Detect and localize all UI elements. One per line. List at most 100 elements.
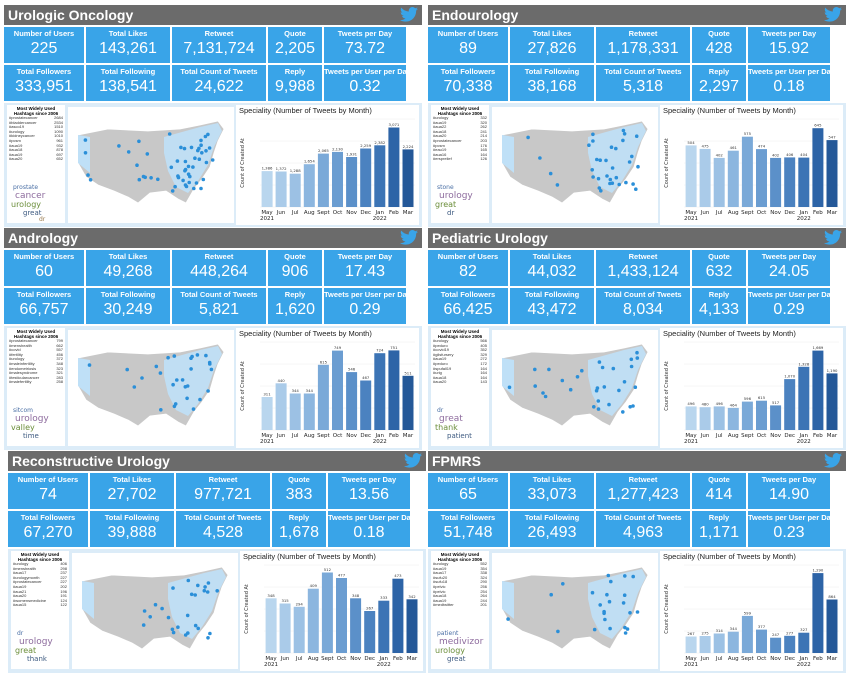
bar xyxy=(378,600,390,653)
bar-value-label: 467 xyxy=(362,375,370,380)
x-tick-label: May xyxy=(265,656,277,662)
user-location-dot xyxy=(215,589,219,593)
hashtag-row: #bladdercancer 2534 xyxy=(7,119,65,126)
x-tick-label: Jan xyxy=(799,210,809,216)
word-cloud-word: urology xyxy=(11,200,41,209)
hashtag-name: #covid xyxy=(9,347,21,353)
user-location-dot xyxy=(191,407,196,411)
bar xyxy=(756,149,767,207)
panel-header: FPMRS xyxy=(428,451,846,471)
x-tick-label: Mar xyxy=(403,210,414,216)
panel-title: Endourology xyxy=(432,7,519,23)
us-map xyxy=(72,553,238,669)
stat-value: 1,178,331 xyxy=(607,40,679,57)
bar-value-label: 402 xyxy=(716,152,724,157)
stat-label: Total Likes xyxy=(108,252,148,261)
twitter-bird-icon xyxy=(400,7,418,22)
hashtag-row: #asco19 1510 xyxy=(7,125,65,130)
hashtag-name: #urology xyxy=(13,561,29,566)
stat-value: 38,168 xyxy=(527,78,577,95)
x-tick-label: Jul xyxy=(295,656,303,662)
hashtag-count: 214 xyxy=(480,133,487,139)
year-label-2022: 2022 xyxy=(797,662,811,668)
hashtag-row: #aua18 264 xyxy=(431,594,489,599)
stat-value: 82 xyxy=(459,263,477,280)
stat-retweet: Retweet 1,277,423 xyxy=(596,473,690,509)
panel-title: Reconstructive Urology xyxy=(12,453,170,469)
user-location-dot xyxy=(175,378,179,382)
stat-label: Quote xyxy=(708,252,730,261)
stat-value: 0.29 xyxy=(349,301,381,318)
bar xyxy=(261,397,273,430)
bar-value-label: 547 xyxy=(828,135,836,140)
user-location-dot xyxy=(137,177,142,182)
user-location-dot xyxy=(200,151,204,155)
bar-value-label: 475 xyxy=(701,143,709,148)
hashtag-row: #womensmedicine 124 xyxy=(11,598,69,604)
hashtag-count: 406 xyxy=(60,561,67,566)
x-tick-label: Jul xyxy=(291,433,299,439)
bar xyxy=(388,350,400,430)
user-location-dot xyxy=(125,367,129,372)
hashtag-name: #aua20 xyxy=(433,133,447,139)
hashtag-count: 176 xyxy=(480,142,487,148)
bar-value-label: 477 xyxy=(338,573,346,578)
hashtag-row: #aua19 354 xyxy=(431,566,489,572)
user-location-dot xyxy=(549,592,553,597)
x-tick-label: Sept xyxy=(317,210,330,216)
x-tick-label: Jun xyxy=(700,656,710,662)
stat-quote: Quote 428 xyxy=(692,27,746,63)
hashtag-row: #pcsm 961 xyxy=(7,137,65,144)
bar-value-label: 377 xyxy=(758,624,766,629)
bar xyxy=(289,393,301,430)
user-location-dot xyxy=(590,590,595,595)
stat-value: 7,131,724 xyxy=(183,40,255,57)
x-tick-label: May xyxy=(261,210,273,216)
word-cloud-word: sitcom xyxy=(13,407,33,414)
hashtag-row: #urologymonth 227 xyxy=(11,575,69,581)
hashtag-row: #malesyndrome 321 xyxy=(7,371,65,376)
stat-label: Total Following xyxy=(524,290,580,299)
hashtag-count: 290 xyxy=(480,579,487,585)
stat-tpd: Tweets per Day 17.43 xyxy=(324,250,406,286)
stat-value: 9,988 xyxy=(274,78,316,95)
user-location-dot xyxy=(622,380,627,384)
stat-count: Total Count of Tweets 4,528 xyxy=(176,511,270,547)
hashtag-name: #aua19 xyxy=(433,356,447,362)
hashtag-row: #pcsm 176 xyxy=(431,142,489,149)
user-location-dot xyxy=(180,378,185,382)
hashtag-row: #aua18 164 xyxy=(431,375,489,381)
stat-label: Total Likes xyxy=(532,475,572,484)
hashtag-count: 2534 xyxy=(54,119,63,125)
stats-grid: Number of Users 74 Total Likes 27,702 Retwee… xyxy=(8,473,426,547)
stat-tpupd: Tweets per User per Day 0.32 xyxy=(324,65,406,101)
user-location-dot xyxy=(176,174,180,178)
year-label-2021: 2021 xyxy=(260,216,274,222)
user-location-dot xyxy=(186,578,191,583)
stat-following: Total Following 39,888 xyxy=(90,511,174,547)
bar-value-label: 3,071 xyxy=(388,122,399,127)
stat-value: 74 xyxy=(39,486,57,503)
stat-value: 24,622 xyxy=(194,78,244,95)
word-cloud-word: great xyxy=(439,414,463,424)
stat-label: Number of Users xyxy=(437,29,499,38)
tweets-by-month-chart: Speciality (Number of Tweets by Month) Co… xyxy=(236,105,419,225)
word-cloud-word: urology xyxy=(15,414,49,424)
hashtag-name: #aua19 xyxy=(9,142,23,148)
user-location-dot xyxy=(160,606,164,611)
hashtag-name: #malefertility xyxy=(9,379,32,385)
hashtag-name: #pcsm xyxy=(9,137,21,143)
stat-label: Total Followers xyxy=(20,513,76,522)
hashtag-name: #aua18 xyxy=(433,593,447,599)
hashtag-name: #pelvic xyxy=(433,588,446,594)
stat-following: Total Following 38,168 xyxy=(510,65,594,101)
x-tick-label: Feb xyxy=(813,433,823,439)
user-location-dot xyxy=(186,164,191,169)
bar xyxy=(770,157,782,207)
hashtag-name: #aua20 xyxy=(9,156,23,162)
bar xyxy=(275,383,287,430)
hashtag-count: 697 xyxy=(56,151,63,157)
hashtag-name: #aua19 xyxy=(13,583,27,589)
stat-value: 51,748 xyxy=(443,524,493,541)
user-location-dot xyxy=(185,396,189,401)
